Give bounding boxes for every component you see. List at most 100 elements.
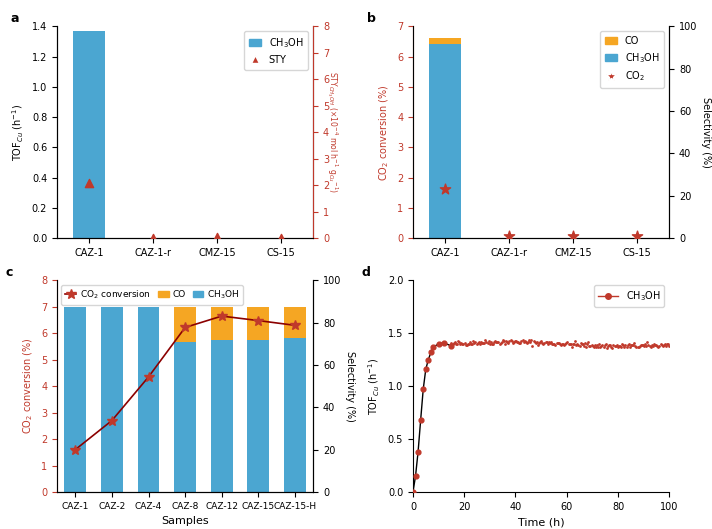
Point [466,340,477,348]
Point [410,472,422,480]
Point [446,342,457,350]
Point [567,340,579,349]
Point [588,343,600,352]
Y-axis label: TOF$_{Cu}$ (h$^{-1}$): TOF$_{Cu}$ (h$^{-1}$) [11,104,26,161]
Point [612,343,624,351]
Bar [211,307,233,340]
Point [622,341,634,349]
Point [655,340,666,348]
Point [608,341,619,350]
Point [617,340,628,348]
Point [611,341,622,350]
Point [600,340,612,348]
Point [464,340,475,349]
Bar [137,307,159,492]
Point [513,339,525,348]
Bar [73,31,105,238]
Point [602,341,614,350]
Point [544,339,555,347]
X-axis label: Samples: Samples [162,516,209,526]
Point [635,341,646,350]
Point [493,338,504,346]
Legend: CO, CH$_3$OH, CO$_2$: CO, CH$_3$OH, CO$_2$ [600,31,664,88]
Point [538,340,549,348]
Point [619,343,630,352]
Bar [101,307,123,492]
Point [567,232,579,240]
Point [659,340,671,349]
Point [494,340,506,348]
Point [556,340,567,349]
Point [542,339,553,348]
Point [651,342,663,350]
Point [570,337,581,345]
Point [560,340,571,348]
Point [509,337,520,345]
Point [486,340,498,349]
Point [478,339,490,347]
Point [631,343,642,351]
Point [572,340,584,349]
Point [580,343,592,351]
Point [497,336,508,345]
Point [492,338,503,346]
Point [529,338,540,346]
Point [607,343,618,352]
Point [530,339,541,347]
Point [513,338,524,346]
Point [603,341,614,350]
Point [506,336,518,345]
Point [550,341,561,349]
Point [496,338,508,346]
Point [276,233,287,242]
Bar [284,307,306,339]
Point [553,339,565,348]
Point [575,339,586,348]
Point [662,340,674,349]
Point [590,343,602,351]
Point [568,340,580,349]
Point [653,343,664,351]
Point [487,340,498,348]
Point [562,338,573,346]
Point [656,340,667,349]
Point [645,342,656,351]
Bar [284,339,306,492]
Point [471,340,482,349]
Point [586,341,597,349]
Point [641,342,652,350]
Point [481,338,492,346]
Point [528,337,539,345]
Point [456,340,468,348]
Point [582,338,594,346]
Point [549,340,560,348]
Point [464,338,476,346]
Point [644,342,655,351]
Point [563,340,575,348]
Point [554,340,565,348]
Point [540,338,551,346]
Point [637,341,648,350]
Point [503,339,514,347]
Point [592,341,603,349]
Point [83,178,95,187]
Point [527,341,538,350]
Point [458,340,469,348]
Point [576,340,587,348]
Point [584,342,595,351]
Point [461,341,473,350]
Point [589,341,600,350]
Point [446,339,457,348]
Point [629,339,640,348]
Point [508,338,520,346]
Bar [174,342,196,492]
Point [483,337,494,345]
Point [654,341,665,350]
Point [515,336,527,345]
Point [599,341,610,350]
Point [448,339,459,347]
Point [658,340,669,349]
Point [535,338,546,346]
Point [468,339,480,347]
Point [407,488,419,496]
